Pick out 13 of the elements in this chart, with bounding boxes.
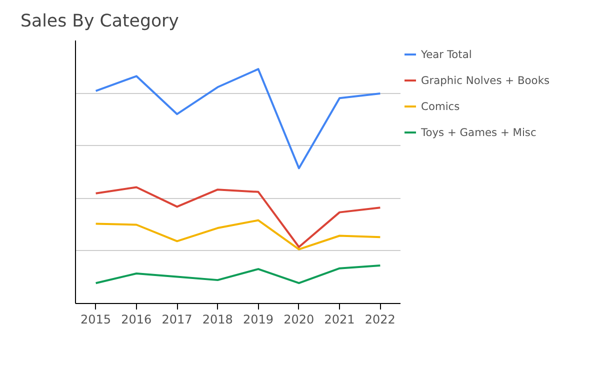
x-tick-label: 2019	[243, 312, 274, 326]
legend-label: Year Total	[421, 48, 472, 60]
x-tick-label: 2021	[324, 312, 355, 326]
legend-label: Comics	[421, 100, 460, 112]
x-tick-label: 2017	[162, 312, 192, 326]
x-tick-label: 2022	[364, 312, 396, 326]
x-tick-label: 2018	[202, 312, 233, 326]
legend-label: Graphic Nolves + Books	[421, 74, 550, 86]
legend-label: Toys + Games + Misc	[421, 126, 536, 138]
x-tick-label: 2016	[121, 312, 152, 326]
x-tick-label: 2020	[284, 312, 314, 326]
x-tick-label: 2015	[80, 312, 112, 326]
chart-title: Sales By Category	[20, 12, 179, 32]
